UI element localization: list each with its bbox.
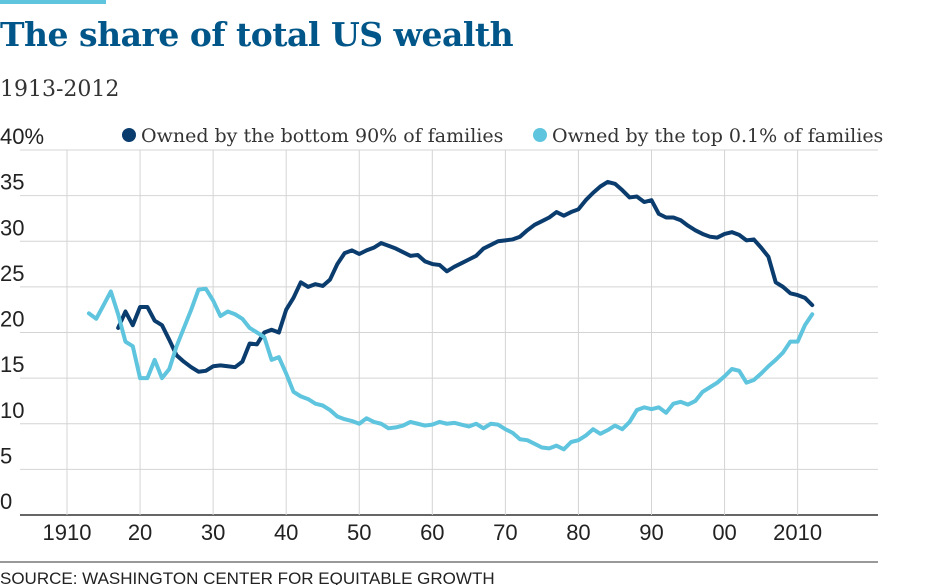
x-tick-label: 30 [201, 520, 225, 545]
x-tick-label: 2010 [773, 520, 822, 545]
y-tick-label: 0 [0, 489, 12, 514]
y-tick-label: 30 [0, 215, 24, 240]
series-line [116, 179, 815, 374]
legend-marker [122, 128, 136, 142]
accent-bar [0, 0, 106, 4]
x-tick-label: 80 [566, 520, 590, 545]
y-tick-label: 40% [0, 124, 44, 149]
chart-title: The share of total US wealth [0, 15, 514, 54]
legend-label: Owned by the top 0.1% of families [552, 125, 883, 147]
y-tick-label: 20 [0, 307, 24, 332]
y-tick-label: 10 [0, 398, 24, 423]
y-tick-label: 25 [0, 261, 24, 286]
x-tick-label: 00 [712, 520, 736, 545]
x-tick-label: 40 [274, 520, 298, 545]
y-tick-label: 35 [0, 170, 24, 195]
y-tick-label: 15 [0, 352, 24, 377]
legend-marker [533, 128, 547, 142]
y-tick-label: 5 [0, 443, 12, 468]
source: SOURCE: WASHINGTON CENTER FOR EQUITABLE … [0, 569, 495, 585]
x-tick-label: 50 [347, 520, 371, 545]
x-tick-label: 90 [639, 520, 663, 545]
x-tick-label: 20 [128, 520, 152, 545]
x-tick-label: 60 [420, 520, 444, 545]
x-tick-label: 70 [493, 520, 517, 545]
chart-subtitle: 1913-2012 [0, 77, 119, 102]
x-tick-label: 1910 [43, 520, 92, 545]
series-line [86, 286, 815, 452]
legend-label: Owned by the bottom 90% of families [141, 125, 503, 147]
